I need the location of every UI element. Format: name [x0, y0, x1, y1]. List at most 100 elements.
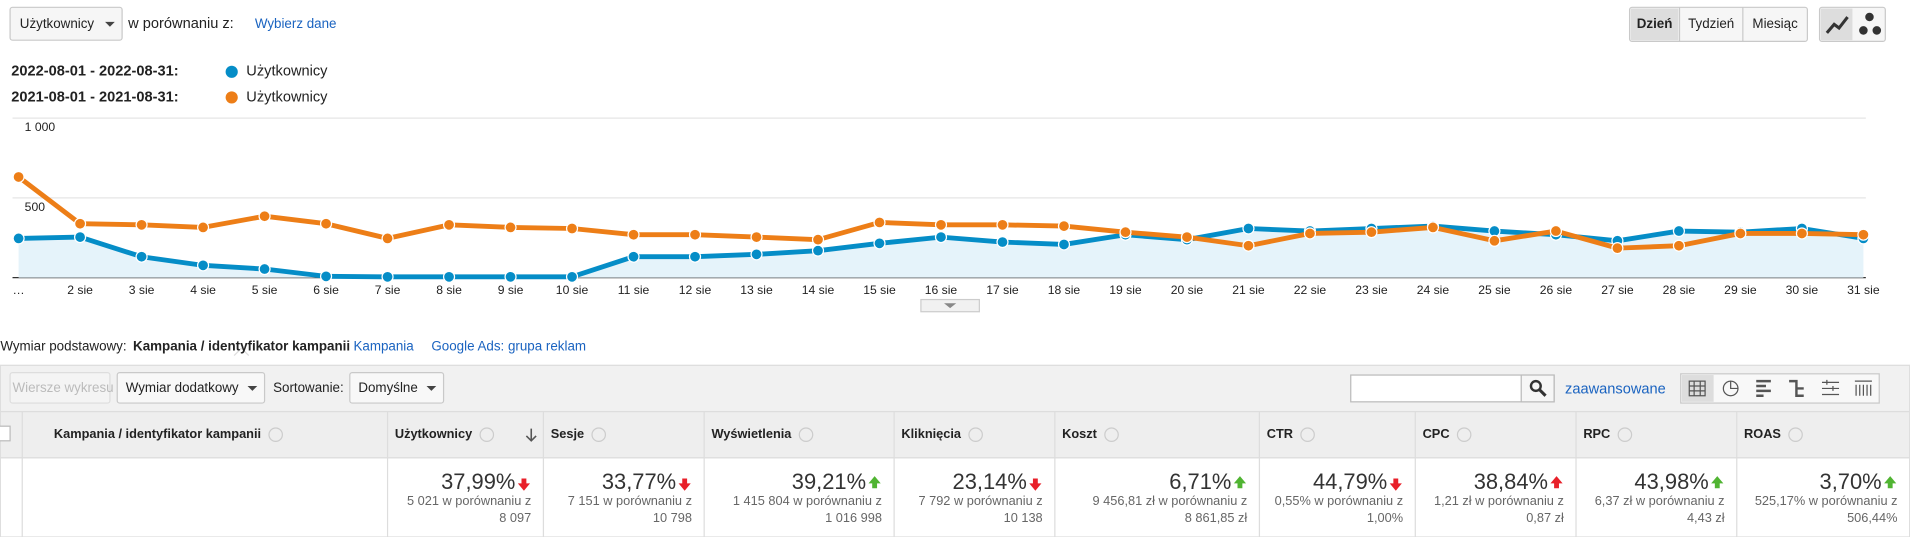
- point[interactable]: [750, 248, 763, 261]
- x-tick-label: 25 sie: [1478, 283, 1511, 297]
- x-tick-label: 10 sie: [556, 283, 589, 297]
- x-tick-label: 14 sie: [802, 283, 835, 297]
- point[interactable]: [258, 210, 271, 223]
- point[interactable]: [442, 218, 456, 231]
- sort-select[interactable]: [349, 372, 445, 404]
- help-icon: [968, 427, 983, 443]
- view-icons: [1688, 379, 1872, 397]
- point[interactable]: [12, 232, 25, 245]
- column-header[interactable]: Koszt: [1062, 426, 1097, 441]
- point[interactable]: [1119, 226, 1132, 239]
- summary-detail: 5 021 w porównaniu z: [407, 493, 531, 508]
- point[interactable]: [1242, 222, 1255, 235]
- dimension-link[interactable]: Kampania: [353, 339, 414, 354]
- point[interactable]: [873, 216, 886, 229]
- period-button[interactable]: Miesiąc: [1752, 16, 1798, 31]
- point[interactable]: [627, 228, 640, 241]
- advanced-link[interactable]: zaawansowane: [1565, 382, 1666, 398]
- point[interactable]: [1057, 238, 1071, 251]
- column-header[interactable]: Wyświetlenia: [711, 426, 792, 441]
- dimension-link[interactable]: Google Ads: grupa reklam: [431, 339, 586, 354]
- help-icon: [1104, 427, 1119, 443]
- point[interactable]: [196, 259, 210, 272]
- column-header[interactable]: Kliknięcia: [901, 426, 962, 441]
- table-view[interactable]: [1681, 375, 1714, 402]
- point[interactable]: [442, 270, 456, 283]
- point[interactable]: [1488, 234, 1501, 247]
- column-header[interactable]: Sesje: [551, 426, 584, 441]
- point[interactable]: [319, 270, 333, 283]
- point[interactable]: [74, 231, 87, 244]
- column-header[interactable]: CPC: [1423, 426, 1450, 441]
- help-icon: [479, 427, 495, 443]
- active-pointer: [233, 347, 250, 356]
- point[interactable]: [1057, 220, 1071, 233]
- column-header[interactable]: Kampania / identyfikator kampanii: [54, 426, 261, 441]
- point[interactable]: [1303, 227, 1317, 240]
- trend-arrow: [1711, 476, 1724, 489]
- point[interactable]: [135, 218, 148, 231]
- point[interactable]: [1365, 226, 1378, 239]
- search-button[interactable]: [1520, 374, 1555, 403]
- point[interactable]: [934, 218, 948, 231]
- point[interactable]: [196, 221, 210, 234]
- sort-label: Sortowanie:: [273, 380, 344, 395]
- point[interactable]: [934, 231, 948, 244]
- period-button[interactable]: Dzień: [1637, 16, 1673, 31]
- summary-pct: 33,77%: [602, 469, 676, 494]
- x-tick-label: 22 sie: [1294, 283, 1327, 297]
- point[interactable]: [504, 270, 517, 283]
- dropdown-arrow: [247, 386, 258, 391]
- point[interactable]: [1242, 239, 1255, 252]
- point[interactable]: [258, 262, 271, 276]
- point[interactable]: [135, 250, 148, 263]
- point[interactable]: [1426, 221, 1440, 234]
- point[interactable]: [873, 237, 886, 250]
- motion-icon: [1872, 26, 1882, 35]
- point[interactable]: [381, 232, 394, 245]
- point[interactable]: [996, 235, 1009, 249]
- point[interactable]: [1611, 242, 1624, 255]
- sort-arrow: [525, 428, 537, 442]
- point[interactable]: [627, 250, 640, 263]
- point[interactable]: [12, 170, 25, 184]
- point[interactable]: [319, 217, 333, 230]
- period-button[interactable]: Tydzień: [1688, 16, 1734, 31]
- point[interactable]: [1795, 227, 1808, 240]
- summary-detail: 0,87 zł: [1526, 510, 1564, 525]
- point[interactable]: [750, 231, 763, 244]
- point[interactable]: [811, 244, 825, 257]
- point[interactable]: [504, 221, 517, 234]
- point[interactable]: [688, 250, 702, 263]
- point[interactable]: [1672, 224, 1686, 238]
- controls-bar: [0, 364, 1910, 413]
- choose-link[interactable]: Wybierz dane: [255, 16, 337, 31]
- column-header[interactable]: Użytkownicy: [395, 426, 473, 441]
- point[interactable]: [1549, 224, 1563, 238]
- point[interactable]: [381, 270, 394, 283]
- help-icon: [1456, 427, 1472, 443]
- summary-detail: 506,44%: [1847, 510, 1897, 525]
- motion-icon[interactable]: [1865, 12, 1874, 22]
- point[interactable]: [688, 228, 702, 241]
- column-header[interactable]: CTR: [1267, 426, 1293, 441]
- point[interactable]: [74, 217, 87, 230]
- point[interactable]: [1734, 227, 1747, 240]
- summary-pct: 44,79%: [1313, 469, 1387, 494]
- point[interactable]: [1672, 239, 1686, 252]
- column-header[interactable]: ROAS: [1744, 426, 1781, 441]
- point[interactable]: [996, 218, 1009, 231]
- help-icon: [1617, 427, 1633, 443]
- metric-select[interactable]: [9, 6, 123, 41]
- point[interactable]: [565, 222, 579, 235]
- secondary-dimension[interactable]: [116, 372, 266, 404]
- point[interactable]: [811, 233, 825, 246]
- point[interactable]: [1857, 228, 1870, 241]
- point[interactable]: [565, 270, 579, 283]
- y-tick-label: 500: [25, 200, 46, 214]
- column-header[interactable]: RPC: [1583, 426, 1610, 441]
- plot-rows-button[interactable]: [9, 372, 111, 404]
- select-all-checkbox[interactable]: [0, 425, 11, 442]
- point[interactable]: [1180, 231, 1194, 244]
- x-tick-label: 21 sie: [1232, 283, 1265, 297]
